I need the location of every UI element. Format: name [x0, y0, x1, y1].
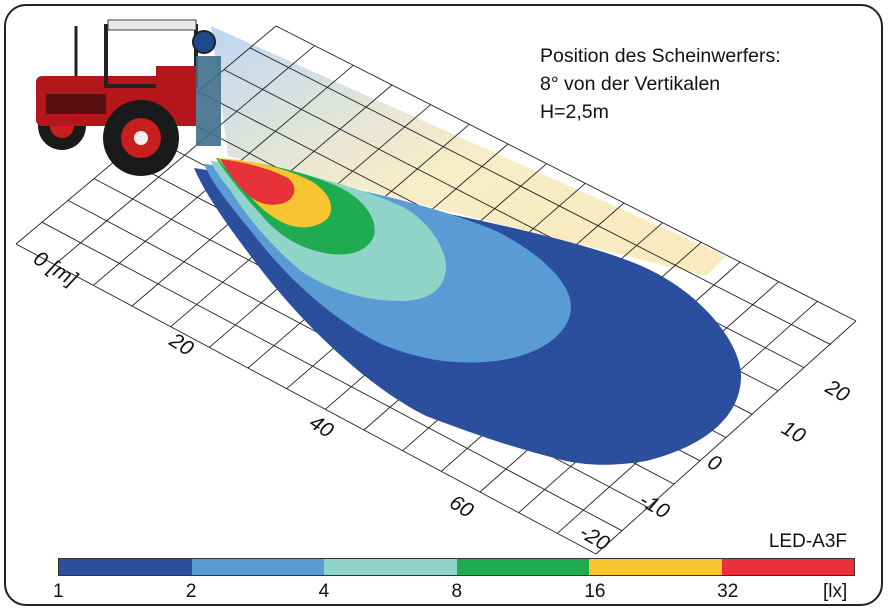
info-line-1: Position des Scheinwerfers: [540, 45, 781, 67]
x-tick-label: 60 [445, 491, 477, 523]
grid-line [249, 47, 831, 345]
x-axis-label: 0 [m] [29, 247, 82, 292]
y-tick-label: -20 [576, 520, 614, 555]
grid-line [275, 25, 857, 322]
info-line-2: 8° von der Vertikalen [540, 73, 721, 95]
colorbar-segment [456, 559, 589, 575]
chart-frame: 0 [m] 20 40 60 20 10 0 -10 -20 Position des Sc… [4, 4, 883, 606]
tractor-image [36, 19, 221, 176]
info-line-3: H=2,5m [540, 101, 609, 123]
colorbar-tick-label: 1 [53, 581, 64, 602]
colorbar-tick-label: 4 [318, 581, 330, 602]
grid-line [41, 221, 623, 532]
grid-line [15, 243, 597, 555]
light-beam [211, 26, 726, 276]
colorbar-segment [324, 559, 457, 575]
colorbar-segment [59, 559, 192, 575]
colorbar-segment [191, 559, 324, 575]
colorbar [58, 558, 855, 576]
y-tick-label: 10 [778, 416, 810, 448]
y-tick-label: 20 [821, 375, 854, 407]
y-tick-label: -10 [636, 488, 674, 523]
zone-32-lx [220, 159, 295, 205]
model-label: LED-A3F [768, 531, 847, 552]
colorbar-tick-label: 2 [185, 581, 197, 602]
x-tick-label: 20 [165, 328, 198, 361]
colorbar-tick-label: 8 [451, 581, 463, 602]
colorbar-unit: [lx] [823, 581, 848, 602]
x-tick-label: 40 [305, 411, 337, 443]
colorbar-segment [589, 559, 722, 575]
colorbar-tick-label: 32 [717, 581, 739, 602]
colorbar-tick-label: 16 [584, 581, 606, 602]
colorbar-segment [721, 559, 854, 575]
